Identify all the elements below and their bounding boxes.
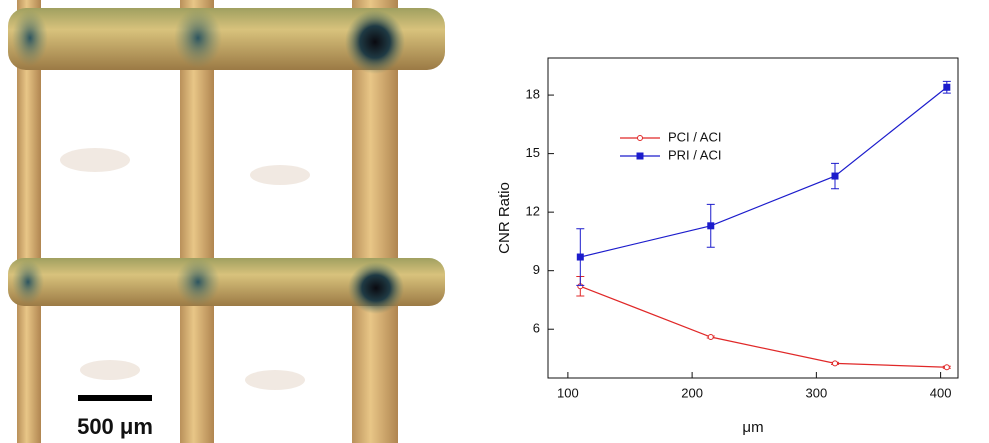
chart: CNR Ratio μm 100 200 300 400 6 9 12 15 18 PCI / A… [496,58,958,436]
legend-marker [637,153,644,160]
legend-label: PRI / ACI [668,147,721,162]
data-point [577,254,584,261]
x-tick-label: 400 [930,385,952,400]
y-axis-label: CNR Ratio [496,182,513,254]
data-point [833,361,838,366]
series-line [580,286,947,367]
y-tick-label: 12 [526,204,540,219]
y-tick-label: 6 [533,321,540,336]
legend-marker [638,136,643,141]
y-tick-label: 18 [526,87,540,102]
x-tick-label: 100 [557,385,579,400]
series-line [580,87,947,257]
x-axis-label: μm [742,419,763,436]
y-tick-label: 9 [533,262,540,277]
page: 500 μm CNR Ratio μm 100 200 300 400 6 9 12 15 18… [0,0,989,443]
data-point [708,335,713,340]
legend-label: PCI / ACI [668,129,721,144]
data-point [707,222,714,229]
data-point [943,84,950,91]
scale-label: 500 μm [77,414,153,439]
x-tick-label: 300 [806,385,828,400]
data-point [832,173,839,180]
x-tick-label: 200 [681,385,703,400]
plot-frame [548,58,958,378]
y-tick-label: 15 [526,145,540,160]
data-point [944,365,949,370]
grid-image: 500 μm [0,0,445,443]
